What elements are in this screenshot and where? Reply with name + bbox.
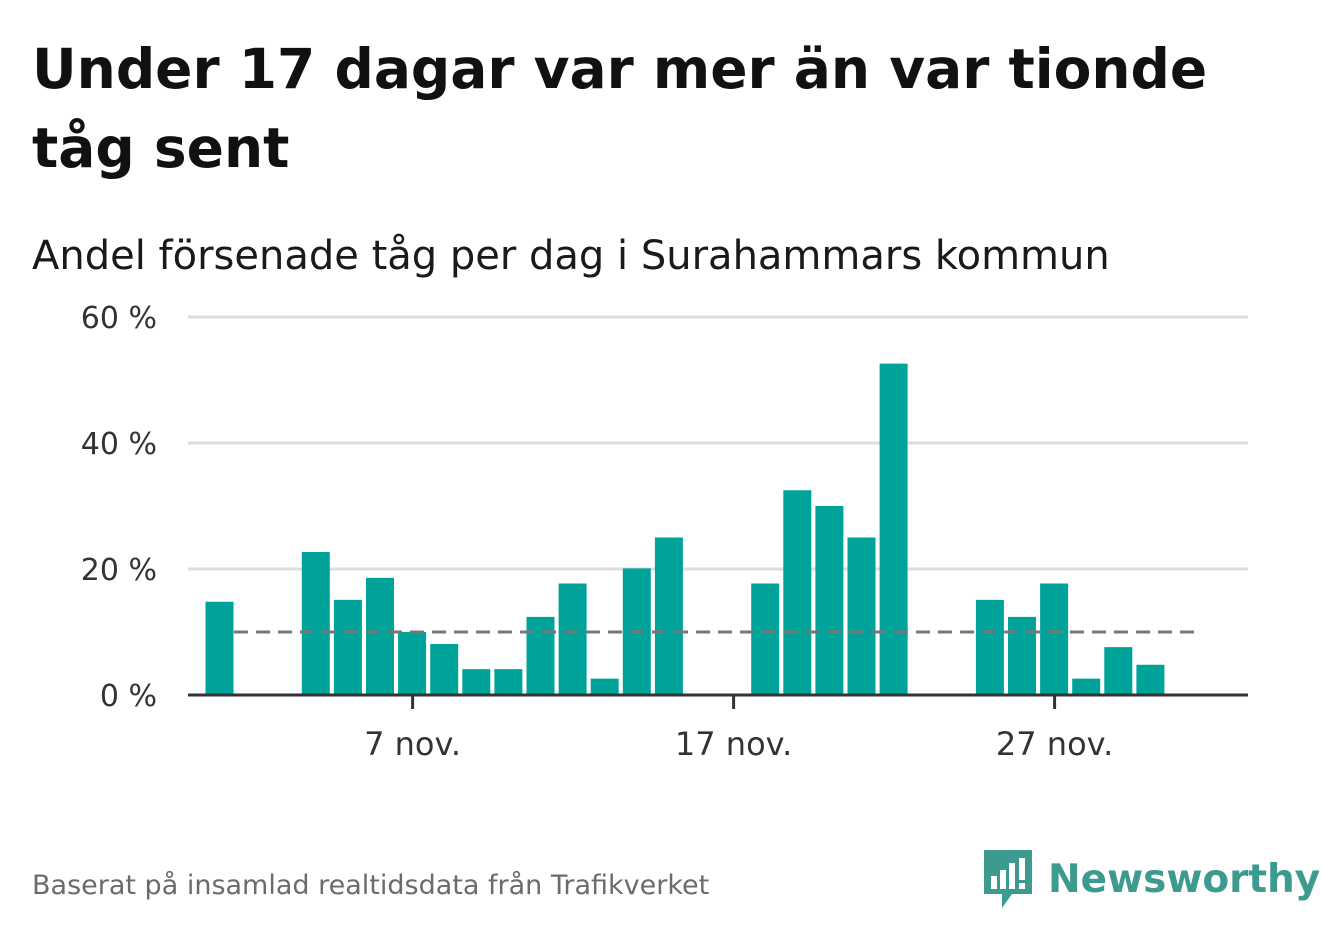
x-tick-label: 27 nov. [996,725,1113,763]
bar [1104,647,1133,695]
bar [398,632,427,695]
bar [847,537,876,695]
bar [430,643,459,695]
bar [494,669,523,695]
brand-logo: Newsworthy [982,848,1320,910]
bar [526,616,555,695]
chart-subtitle: Andel försenade tåg per dag i Surahammar… [32,233,1110,279]
y-tick-labels: 0 % 20 % 40 % 60 % [81,301,157,714]
x-tick-label: 7 nov. [364,725,461,763]
newsworthy-logo-icon [984,850,1032,908]
bar [1008,616,1036,695]
y-tick-label: 0 % [100,679,157,714]
bar [654,537,683,695]
bar [1136,664,1165,695]
bar [1040,583,1069,695]
bar [1072,678,1101,695]
bar [815,506,844,695]
bar [975,599,1004,695]
x-axis: 7 nov. 17 nov. 27 nov. [188,693,1248,763]
bar [462,669,491,695]
bar [879,363,908,695]
bar [205,601,234,695]
y-tick-label: 20 % [81,553,157,588]
bar [333,599,362,695]
bars [205,363,1165,695]
bar [751,583,780,695]
source-note: Baserat på insamlad realtidsdata från Tr… [32,870,710,901]
bar [590,678,619,695]
y-tick-label: 60 % [81,301,157,336]
brand-name: Newsworthy [1048,856,1321,902]
bar [301,551,330,695]
grid-lines [188,315,1248,571]
chart-title: Under 17 dagar var mer än var tionde tåg… [32,37,1208,180]
bar [558,583,587,695]
x-tick-label: 17 nov. [675,725,792,763]
bar [783,490,812,695]
bar [366,577,394,695]
y-tick-label: 40 % [81,427,157,462]
